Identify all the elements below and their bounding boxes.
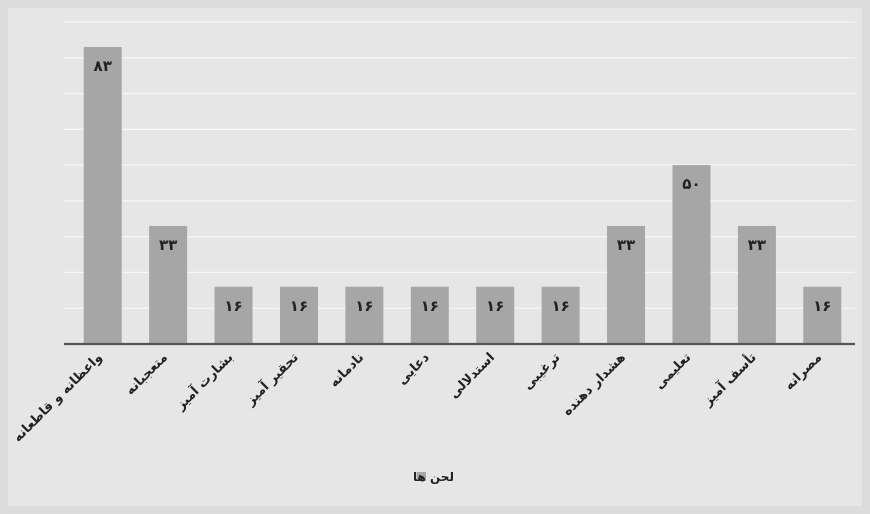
- data-label: ۳۳: [617, 236, 635, 254]
- bar: [214, 286, 253, 344]
- bar: [672, 165, 711, 344]
- data-label: ۱۶: [813, 297, 831, 315]
- data-label: ۱۶: [290, 297, 308, 315]
- bar: [541, 286, 580, 344]
- data-label: ۳۳: [748, 236, 766, 254]
- data-label: ۱۶: [224, 297, 242, 315]
- bar: [279, 286, 318, 344]
- data-label: ۱۶: [486, 297, 504, 315]
- bar: [83, 47, 122, 345]
- bar: [410, 286, 449, 344]
- bar: [607, 225, 646, 344]
- bar: [345, 286, 384, 344]
- data-label: ۵۰: [682, 175, 700, 193]
- data-label: ۱۶: [355, 297, 373, 315]
- plot-area: [8, 8, 862, 506]
- data-label: ۸۳: [94, 57, 112, 75]
- data-label: ۱۶: [551, 297, 569, 315]
- bar: [476, 286, 515, 344]
- legend-swatch: [417, 472, 426, 481]
- data-label: ۳۳: [159, 236, 177, 254]
- legend-label: لحن ها: [413, 470, 454, 484]
- data-label: ۱۶: [421, 297, 439, 315]
- bar: [737, 225, 776, 344]
- bar: [803, 286, 842, 344]
- bar: [149, 225, 188, 344]
